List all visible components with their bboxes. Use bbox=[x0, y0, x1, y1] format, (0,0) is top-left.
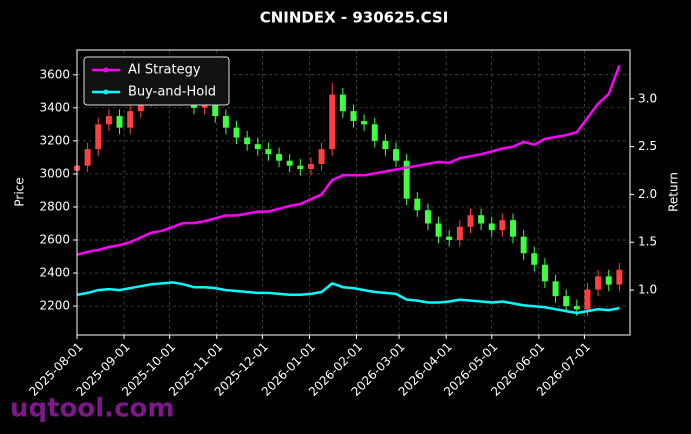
y-tick-label: 3600 bbox=[39, 67, 70, 81]
legend-marker bbox=[103, 89, 109, 95]
y-tick-label: 2400 bbox=[39, 266, 70, 280]
candle-body bbox=[116, 116, 123, 128]
candle-body bbox=[403, 160, 410, 199]
candle-body bbox=[616, 269, 623, 285]
candle-body bbox=[541, 264, 548, 282]
candle-body bbox=[382, 140, 389, 150]
candle-body bbox=[297, 165, 304, 169]
y-tick-label: 3000 bbox=[39, 166, 70, 180]
plot-frame bbox=[76, 49, 631, 336]
candle-body bbox=[456, 226, 463, 240]
candle-body bbox=[105, 116, 112, 125]
legend-label: Buy-and-Hold bbox=[128, 85, 216, 100]
candle-body bbox=[499, 220, 506, 231]
candle-body bbox=[286, 160, 293, 166]
candle-body bbox=[212, 104, 219, 117]
y2-tick-label: 2.0 bbox=[638, 187, 657, 201]
legend-label: AI Strategy bbox=[128, 63, 201, 78]
candle-body bbox=[531, 253, 538, 265]
candle-body bbox=[350, 111, 357, 122]
candle-body bbox=[307, 164, 314, 169]
candle-body bbox=[371, 124, 378, 141]
candle-body bbox=[361, 121, 368, 125]
candle-body bbox=[233, 127, 240, 138]
candle-body bbox=[329, 94, 336, 150]
candle-body bbox=[435, 223, 442, 237]
candle-body bbox=[127, 111, 134, 128]
watermark: uqtool.com bbox=[10, 394, 174, 424]
y-tick-label: 2800 bbox=[39, 199, 70, 213]
legend-marker bbox=[103, 67, 109, 73]
candle-body bbox=[276, 154, 283, 161]
candle-body bbox=[520, 236, 527, 254]
candle-body bbox=[424, 210, 431, 224]
candle-body bbox=[573, 306, 580, 310]
chart-title: CNINDEX - 930625.CSI bbox=[260, 9, 449, 27]
candle-body bbox=[584, 289, 591, 310]
candle-body bbox=[95, 124, 102, 150]
candle-body bbox=[563, 296, 570, 307]
y-tick-label: 2600 bbox=[39, 233, 70, 247]
series-line bbox=[76, 281, 620, 315]
y2-axis-label: Return bbox=[667, 172, 681, 212]
candle-body bbox=[318, 149, 325, 164]
y-tick-label: 2200 bbox=[39, 299, 70, 313]
candle-body bbox=[244, 137, 251, 145]
candle-body bbox=[446, 236, 453, 240]
candle-body bbox=[339, 94, 346, 112]
candle-body bbox=[488, 223, 495, 231]
candle-body bbox=[467, 215, 474, 227]
candle-body bbox=[222, 116, 229, 128]
y2-tick-label: 2.5 bbox=[638, 139, 657, 153]
candle-body bbox=[552, 281, 559, 297]
candle-body bbox=[605, 276, 612, 285]
legend-box bbox=[83, 56, 230, 106]
y-tick-label: 3200 bbox=[39, 133, 70, 147]
y-tick-label: 3400 bbox=[39, 100, 70, 114]
candle-body bbox=[254, 144, 261, 150]
y2-tick-label: 3.0 bbox=[638, 91, 657, 105]
candle-body bbox=[478, 215, 485, 224]
candle-body bbox=[265, 149, 272, 155]
candle-body bbox=[414, 198, 421, 211]
series-line bbox=[76, 64, 621, 256]
y2-tick-label: 1.5 bbox=[638, 235, 657, 249]
candle-body bbox=[510, 220, 517, 237]
candle-body bbox=[84, 149, 91, 166]
candle-body bbox=[201, 104, 208, 108]
y2-tick-label: 1.0 bbox=[638, 283, 657, 297]
candle-body bbox=[393, 149, 400, 161]
candle-body bbox=[595, 276, 602, 290]
y-axis-label: Price bbox=[13, 177, 27, 206]
